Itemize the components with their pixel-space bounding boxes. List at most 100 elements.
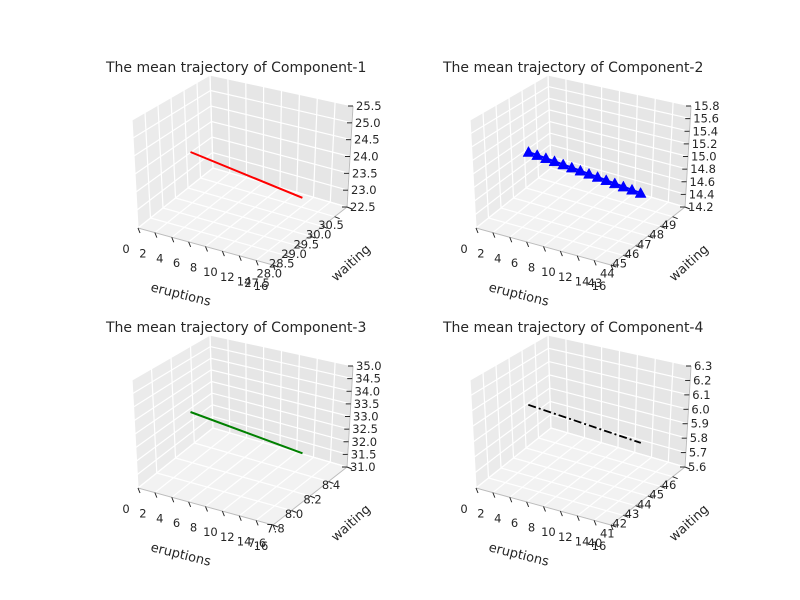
z-tick-label: 34.5 [355,372,381,386]
x-tick [221,510,225,517]
x-tick-label: 0 [460,502,467,516]
z-tick-label: 24.5 [354,133,380,147]
x-tick-label: 12 [220,530,235,544]
z-gridline [133,369,351,422]
series-marker [634,186,647,198]
x-tick [171,237,175,243]
x-tick-label: 10 [203,265,218,279]
z-gridline [131,334,354,381]
y-tick-label: 46 [625,247,640,261]
x-tick-label: 2 [477,247,484,261]
y-tick [610,524,617,528]
x-tick-label: 8 [190,261,197,275]
series-marker [531,149,544,160]
x-tick-label: 2 [139,507,146,521]
z-tick-label: 14.4 [689,187,715,201]
z-gridline [471,360,690,412]
z-tick-label: 14.2 [688,200,714,214]
z-gridline [471,109,689,162]
x-tick [205,506,208,512]
x-tick [188,241,192,248]
x-tick-label: 0 [122,502,129,516]
y-tick-label: 28.5 [269,257,295,271]
y-tick-label: 27.5 [244,276,270,290]
y-tick [610,264,617,268]
x-tick [492,492,496,498]
x-tick [610,264,614,271]
x-tick [137,227,141,234]
x-tick [255,260,259,266]
y-tick [272,264,279,268]
x-tick [188,501,192,508]
panel-4-axes: 0 2 4 6 8 10 12 14 16404142434445465.65.75.85.96… [460,334,712,553]
x-tick-label: 4 [156,511,163,525]
z-tick-label: 31.5 [351,447,377,461]
panel-2-axes: 0 2 4 6 8 10 12 14 164344454647484914.214.414.61… [460,74,720,293]
z-gridline [135,136,350,193]
series-marker [583,167,595,179]
z-tick-label: 5.8 [690,431,708,445]
z-gridline [474,155,686,215]
z-gridline [134,120,351,175]
x-tick [171,497,175,503]
z-tick-label: 25.0 [355,116,381,130]
x-tick-label: 14 [237,534,252,548]
z-gridline [133,105,352,157]
x-tick [593,520,597,526]
x-tick-label: 0 [122,242,129,256]
z-tick-label: 23.0 [351,183,377,197]
y-tick-label: 45 [649,488,664,502]
y-tick [635,245,641,249]
y-tick-label: 44 [600,266,615,280]
x-tick-label: 16 [592,279,607,293]
y-tick-label: 42 [612,517,627,531]
z-tick-label: 25.5 [356,99,382,113]
x-tick-label: 4 [156,251,163,265]
x-tick-label: 8 [190,521,197,535]
y-tick [285,254,291,258]
z-gridline [469,334,692,381]
y-tick [309,495,316,499]
y-tick [672,216,678,220]
y-tick [346,206,353,210]
series-marker [548,155,561,167]
z-tick-label: 15.6 [693,112,719,126]
z-tick-label: 33.5 [354,397,380,411]
x-tick [559,250,563,257]
x-tick-label: 14 [575,274,590,288]
y-tick-label: 29.0 [281,247,307,261]
x-tick [137,487,141,494]
series-marker [617,180,630,192]
x-tick-label: 16 [592,539,607,553]
x-tick [255,520,259,526]
y-tick-label: 28.0 [256,266,282,280]
x-tick [272,524,276,531]
z-gridline [472,120,689,175]
y-tick [297,245,303,249]
x-tick-label: 10 [541,265,556,279]
y-tick [684,466,691,470]
y-tick [635,505,641,509]
x-tick-label: 6 [511,516,518,530]
series-line [190,151,303,199]
z-tick-label: 14.8 [690,162,716,176]
z-tick-label: 14.6 [690,175,716,189]
series-marker [539,152,552,163]
z-gridline [136,404,349,462]
y-tick-label: 43 [625,507,640,521]
panel-1-title: The mean trajectory of Component-1 [105,60,366,76]
series-marker [608,177,621,189]
series-marker [565,161,578,173]
z-tick-label: 24.0 [353,150,379,164]
z-tick-label: 15.4 [693,124,719,138]
x-tick-label: 6 [173,256,180,270]
z-gridline [133,357,352,408]
x-tick [526,241,530,248]
z-tick-label: 15.8 [694,99,720,113]
z-gridline [135,392,350,448]
x-tick-label: 4 [494,251,501,265]
x-tick [238,255,242,261]
z-tick-label: 15.2 [692,137,718,151]
x-tick [238,515,242,521]
y-tick-label: 8.0 [285,507,303,521]
